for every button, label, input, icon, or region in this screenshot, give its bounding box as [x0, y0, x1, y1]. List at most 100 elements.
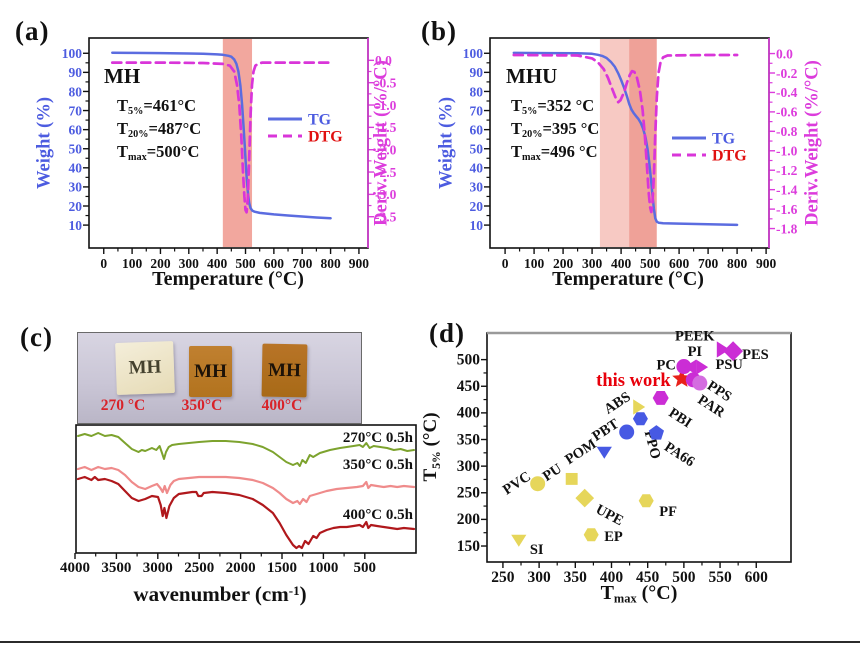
svg-text:-2.0: -2.0 [375, 143, 397, 158]
svg-text:350: 350 [457, 431, 481, 448]
annotation-t20-a: T20%=487°C [117, 119, 202, 141]
svg-text:POM: POM [562, 436, 599, 468]
svg-text:-1.0: -1.0 [776, 144, 798, 159]
tg-curve-a [111, 51, 332, 220]
svg-text:30: 30 [470, 180, 484, 195]
svg-text:300: 300 [179, 256, 200, 271]
x-axis-title-c: wavenumber (cm-1) [133, 582, 307, 606]
svg-text:40: 40 [470, 161, 484, 176]
svg-text:600: 600 [264, 256, 285, 271]
svg-text:70: 70 [470, 103, 484, 118]
spectrum-label-270: 270°C 0.5h [342, 430, 413, 446]
svg-text:500: 500 [672, 569, 696, 586]
bottom-rule [0, 641, 860, 643]
annotation-t5-b: T5%=352 °C [511, 96, 595, 118]
scatter-point-UPE [575, 488, 595, 508]
svg-text:4000: 4000 [60, 560, 90, 576]
panel-c-letter: (c) [20, 322, 53, 352]
spectrum-label-400: 400°C 0.5h [342, 507, 413, 523]
annotation-tmax-b: Tmax=496 °C [511, 142, 598, 164]
svg-text:PVC: PVC [500, 469, 534, 499]
spectrum-curve-270 [77, 432, 415, 467]
svg-text:this work: this work [596, 371, 671, 391]
svg-text:PEEK: PEEK [675, 329, 715, 345]
svg-text:600: 600 [669, 256, 690, 271]
spectra-panel: 4000 3500 3000 2500 2000 1500 1000 500 [60, 424, 417, 576]
svg-text:0: 0 [502, 256, 509, 271]
svg-text:200: 200 [553, 256, 574, 271]
dtg-curve-a [110, 61, 332, 214]
panel-b-letter: (b) [421, 16, 457, 46]
scatter-point-PVC [530, 476, 546, 492]
scatter-point-PES [723, 341, 743, 361]
scatter-point-PU [565, 472, 578, 485]
svg-text:60: 60 [69, 122, 83, 137]
svg-text:250: 250 [491, 569, 515, 586]
material-name-a: MH [104, 64, 141, 88]
svg-text:150: 150 [457, 538, 481, 555]
svg-text:90: 90 [470, 65, 484, 80]
sample-temp-350: 350°C [181, 397, 223, 414]
annotation-t5-a: T5%=461°C [117, 96, 197, 118]
svg-text:30: 30 [69, 180, 83, 195]
tg-curve-b [512, 51, 739, 227]
svg-text:-3.0: -3.0 [375, 187, 397, 202]
svg-text:PI: PI [688, 344, 703, 360]
svg-text:-3.5: -3.5 [375, 210, 397, 225]
svg-text:300: 300 [582, 256, 603, 271]
svg-text:50: 50 [470, 142, 484, 157]
svg-text:400: 400 [611, 256, 632, 271]
spectrum-label-350: 350°C 0.5h [342, 457, 413, 473]
svg-text:PES: PES [742, 347, 769, 363]
svg-text:100: 100 [62, 46, 83, 61]
svg-text:350: 350 [564, 569, 588, 586]
svg-text:250: 250 [457, 485, 481, 502]
sample-photo: MH MH MH 270 °C 350°C 400°C [77, 332, 362, 424]
svg-text:2000: 2000 [226, 560, 256, 576]
svg-text:EP: EP [604, 529, 623, 545]
svg-text:TG: TG [712, 131, 736, 148]
y-left-axis-title-a: Weight (%) [34, 97, 55, 189]
svg-text:500: 500 [640, 256, 661, 271]
x-axis-title-b: Temperature (°C) [552, 268, 704, 290]
svg-text:-2.5: -2.5 [375, 165, 397, 180]
svg-text:80: 80 [470, 84, 484, 99]
x-axis-title-a: Temperature (°C) [152, 268, 304, 290]
svg-text:400: 400 [457, 405, 481, 422]
svg-text:-1.2: -1.2 [776, 163, 798, 178]
scatter-point-EP [583, 528, 599, 542]
spectrum-curve-400 [76, 475, 416, 550]
svg-text:70: 70 [69, 103, 83, 118]
svg-text:-0.2: -0.2 [776, 66, 798, 81]
svg-text:0.0: 0.0 [776, 46, 793, 61]
svg-text:700: 700 [292, 256, 313, 271]
svg-text:PBT: PBT [590, 416, 623, 445]
svg-text:400: 400 [207, 256, 228, 271]
svg-text:PA66: PA66 [661, 439, 697, 470]
svg-text:-1.5: -1.5 [375, 120, 397, 135]
tga-panel-a: 0 100 200 300 400 500 600 700 800 900 10 20 30 40 50 60… [62, 37, 397, 271]
scatter-point-PF [638, 494, 654, 508]
tga-panel-b: 0 100 200 300 400 500 600 700 800 900 10 20 30 40 50 60… [463, 37, 798, 271]
svg-text:TG: TG [308, 112, 332, 129]
svg-text:900: 900 [349, 256, 370, 271]
dtg-curve-b [512, 53, 739, 214]
annotation-t20-b: T20%=395 °C [511, 119, 600, 141]
sample-temp-400: 400°C [261, 397, 303, 414]
svg-text:-0.6: -0.6 [776, 105, 798, 120]
svg-text:UPE: UPE [593, 501, 626, 529]
sample-350: MH [189, 346, 232, 397]
sample-temp-270: 270 °C [100, 397, 146, 414]
svg-text:-1.6: -1.6 [776, 202, 798, 217]
svg-text:450: 450 [457, 378, 481, 395]
svg-text:0.0: 0.0 [375, 53, 392, 68]
scatter-point-PEEK [716, 341, 730, 358]
svg-text:800: 800 [727, 256, 748, 271]
svg-text:300: 300 [457, 458, 481, 475]
svg-text:PSU: PSU [716, 357, 744, 373]
svg-text:500: 500 [457, 351, 481, 368]
scatter-point-SI [511, 534, 527, 547]
y-axis-title-d: T5% (°C) [420, 412, 443, 482]
svg-text:2500: 2500 [184, 560, 214, 576]
